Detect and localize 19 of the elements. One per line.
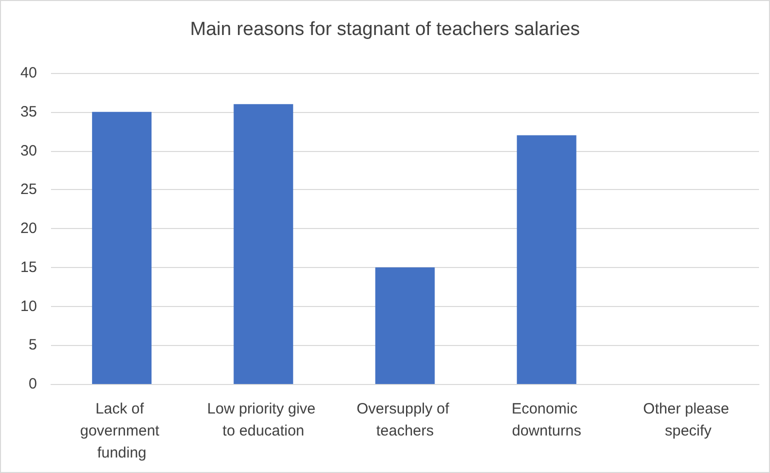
- chart-title: Main reasons for stagnant of teachers salaries: [190, 19, 580, 40]
- bar: [234, 104, 294, 384]
- y-tick-label: 15: [20, 258, 37, 276]
- y-tick-label: 10: [20, 298, 37, 315]
- y-tick-label: 40: [20, 64, 37, 82]
- y-tick-label: 20: [20, 220, 37, 237]
- bar: [92, 112, 152, 384]
- x-tick-label: Other please specify: [643, 400, 734, 440]
- x-tick-label: Lack of government funding: [80, 400, 164, 462]
- bar: [375, 267, 435, 384]
- y-tick-label: 30: [20, 142, 37, 160]
- y-tick-label: 25: [20, 181, 37, 198]
- y-tick-label: 5: [28, 336, 37, 354]
- x-tick-label: Economic downturns: [512, 400, 582, 440]
- y-tick-label: 0: [28, 376, 37, 392]
- x-tick-label: Low priority give to education: [207, 400, 320, 440]
- x-tick-label: Oversupply of teachers: [356, 400, 454, 440]
- y-tick-label: 35: [20, 103, 37, 120]
- bar: [516, 135, 576, 384]
